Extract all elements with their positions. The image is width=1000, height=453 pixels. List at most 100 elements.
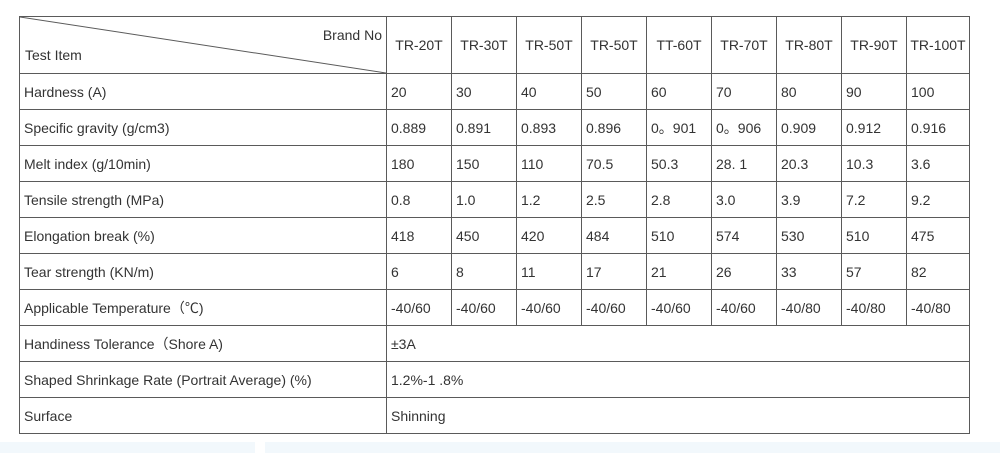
table-cell: 420 — [516, 217, 582, 254]
table-cell: 530 — [776, 217, 842, 254]
table-cell: 450 — [451, 217, 517, 254]
table-cell: 0.912 — [841, 109, 907, 146]
row-label: Tensile strength (MPa) — [19, 181, 387, 218]
row-label: Specific gravity (g/cm3) — [19, 109, 387, 146]
table-cell: -40/60 — [386, 289, 452, 326]
row-label: Shaped Shrinkage Rate (Portrait Average)… — [19, 361, 387, 398]
table-cell: -40/60 — [451, 289, 517, 326]
table-cell: 0.889 — [386, 109, 452, 146]
table-cell: 3.6 — [906, 145, 970, 182]
row-label: Applicable Temperature（℃) — [19, 289, 387, 326]
table-cell: 7.2 — [841, 181, 907, 218]
spec-table: Brand No Test Item TR-20T TR-30T TR-50T TR-… — [19, 16, 970, 434]
table-cell: 180 — [386, 145, 452, 182]
row-label: Handiness Tolerance（Shore A) — [19, 325, 387, 362]
brand-header: TR-70T — [711, 16, 777, 74]
table-cell: 2.5 — [581, 181, 647, 218]
table-row: Tear strength (KN/m) 6 8 11 17 21 26 33 57 82 — [19, 253, 970, 290]
table-row: Elongation break (%) 418 450 420 484 510 574 53… — [19, 217, 970, 254]
table-cell: 574 — [711, 217, 777, 254]
table-cell: 100 — [906, 73, 970, 110]
table-cell: 10.3 — [841, 145, 907, 182]
brand-header: TR-50T — [516, 16, 582, 74]
table-cell: -40/80 — [841, 289, 907, 326]
table-cell: 0.8 — [386, 181, 452, 218]
table-cell: 82 — [906, 253, 970, 290]
table-cell: 26 — [711, 253, 777, 290]
table-cell: 418 — [386, 217, 452, 254]
table-row: Tensile strength (MPa) 0.8 1.0 1.2 2.5 2.8 3.0… — [19, 181, 970, 218]
table-row: Hardness (A) 20 30 40 50 60 70 80 90 100 — [19, 73, 970, 110]
table-cell: 0.896 — [581, 109, 647, 146]
table-cell: 1.0 — [451, 181, 517, 218]
table-cell: -40/60 — [711, 289, 777, 326]
table-cell: 80 — [776, 73, 842, 110]
table-cell: 0.916 — [906, 109, 970, 146]
merged-cell: ±3A — [386, 325, 970, 362]
brand-header: TR-80T — [776, 16, 842, 74]
brand-header: TR-50T — [581, 16, 647, 74]
table-cell: 2.8 — [646, 181, 712, 218]
table-cell: -40/60 — [646, 289, 712, 326]
table-row: Applicable Temperature（℃) -40/60 -40/60 -40… — [19, 289, 970, 326]
table-cell: 40 — [516, 73, 582, 110]
merged-cell: 1.2%-1 .8% — [386, 361, 970, 398]
table-row: Handiness Tolerance（Shore A) ±3A — [19, 325, 970, 362]
row-label: Hardness (A) — [19, 73, 387, 110]
table-cell: 70.5 — [581, 145, 647, 182]
table-cell: 475 — [906, 217, 970, 254]
table-cell: -40/60 — [516, 289, 582, 326]
background-strip — [0, 442, 255, 453]
table-cell: 3.9 — [776, 181, 842, 218]
table-cell: 17 — [581, 253, 647, 290]
table-cell: 33 — [776, 253, 842, 290]
row-label: Surface — [19, 397, 387, 434]
table-cell: 50.3 — [646, 145, 712, 182]
table-cell: 510 — [646, 217, 712, 254]
table-cell: 0.891 — [451, 109, 517, 146]
table-cell: 9.2 — [906, 181, 970, 218]
table-cell: 0。901 — [646, 109, 712, 146]
table-cell: -40/80 — [906, 289, 970, 326]
table-cell: 6 — [386, 253, 452, 290]
table-cell: 150 — [451, 145, 517, 182]
brand-header: TR-100T — [906, 16, 970, 74]
table-cell: 28. 1 — [711, 145, 777, 182]
diagonal-divider — [20, 17, 386, 73]
row-label: Tear strength (KN/m) — [19, 253, 387, 290]
table-cell: 90 — [841, 73, 907, 110]
table-cell: 20 — [386, 73, 452, 110]
table-cell: -40/80 — [776, 289, 842, 326]
table-row: Specific gravity (g/cm3) 0.889 0.891 0.893 0… — [19, 109, 970, 146]
corner-cell: Brand No Test Item — [19, 16, 387, 74]
table-row: Shaped Shrinkage Rate (Portrait Average)… — [19, 361, 970, 398]
row-label: Melt index (g/10min) — [19, 145, 387, 182]
table-cell: 0.909 — [776, 109, 842, 146]
brand-header: TT-60T — [646, 16, 712, 74]
background-strip — [265, 442, 1000, 453]
row-label: Elongation break (%) — [19, 217, 387, 254]
table-cell: 11 — [516, 253, 582, 290]
table-cell: 21 — [646, 253, 712, 290]
table-cell: 510 — [841, 217, 907, 254]
table-cell: 70 — [711, 73, 777, 110]
brand-no-label: Brand No — [322, 27, 382, 43]
table-cell: 8 — [451, 253, 517, 290]
table-cell: 0.893 — [516, 109, 582, 146]
table-cell: 57 — [841, 253, 907, 290]
table-cell: 110 — [516, 145, 582, 182]
test-item-label: Test Item — [25, 47, 82, 63]
table-cell: 50 — [581, 73, 647, 110]
table-cell: 0。906 — [711, 109, 777, 146]
table-cell: 1.2 — [516, 181, 582, 218]
table-cell: 3.0 — [711, 181, 777, 218]
table-row: Melt index (g/10min) 180 150 110 70.5 50.3 28.… — [19, 145, 970, 182]
brand-header: TR-30T — [451, 16, 517, 74]
merged-cell: Shinning — [386, 397, 970, 434]
table-cell: 30 — [451, 73, 517, 110]
table-cell: -40/60 — [581, 289, 647, 326]
table-cell: 20.3 — [776, 145, 842, 182]
table-cell: 60 — [646, 73, 712, 110]
table-row: Surface Shinning — [19, 397, 970, 434]
header-row: Brand No Test Item TR-20T TR-30T TR-50T TR-… — [19, 16, 970, 74]
